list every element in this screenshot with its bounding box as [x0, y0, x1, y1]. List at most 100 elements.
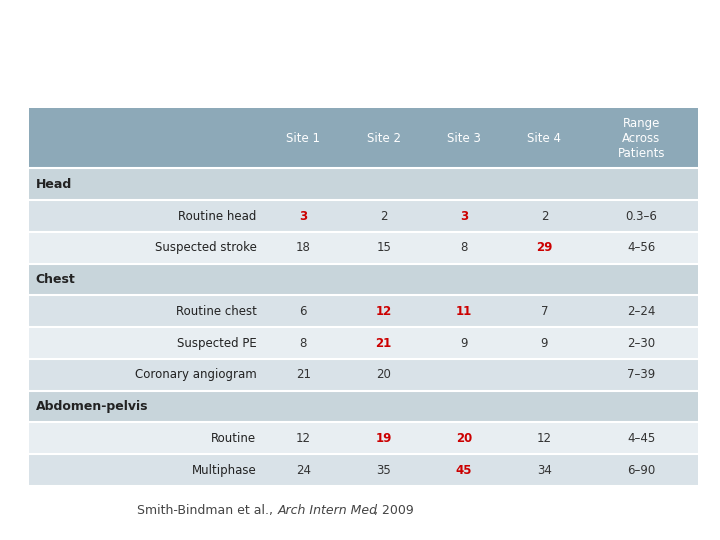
FancyBboxPatch shape	[343, 168, 424, 200]
FancyBboxPatch shape	[504, 264, 585, 295]
FancyBboxPatch shape	[424, 391, 504, 422]
Text: 0.3–6: 0.3–6	[626, 210, 657, 222]
Text: Smith-Bindman et al.,: Smith-Bindman et al.,	[138, 504, 277, 517]
Text: 2: 2	[380, 210, 387, 222]
Text: 19: 19	[376, 432, 392, 445]
Text: Site 3: Site 3	[447, 132, 481, 145]
FancyBboxPatch shape	[424, 454, 504, 486]
FancyBboxPatch shape	[504, 391, 585, 422]
FancyBboxPatch shape	[264, 327, 343, 359]
Text: 11: 11	[456, 305, 472, 318]
FancyBboxPatch shape	[29, 454, 264, 486]
Text: 21: 21	[376, 336, 392, 349]
FancyBboxPatch shape	[264, 108, 343, 168]
FancyBboxPatch shape	[343, 454, 424, 486]
FancyBboxPatch shape	[264, 454, 343, 486]
FancyBboxPatch shape	[424, 264, 504, 295]
Text: Chest: Chest	[35, 273, 76, 286]
Text: 12: 12	[537, 432, 552, 445]
Text: Range
Across
Patients: Range Across Patients	[618, 117, 665, 160]
Text: 24: 24	[296, 464, 311, 477]
FancyBboxPatch shape	[343, 295, 424, 327]
Text: Routine: Routine	[212, 432, 256, 445]
Text: Routine head: Routine head	[178, 210, 256, 222]
FancyBboxPatch shape	[29, 295, 264, 327]
Text: Suspected stroke: Suspected stroke	[155, 241, 256, 254]
Text: Coronary angiogram: Coronary angiogram	[135, 368, 256, 381]
FancyBboxPatch shape	[585, 264, 698, 295]
Text: 4–45: 4–45	[627, 432, 656, 445]
FancyBboxPatch shape	[424, 295, 504, 327]
FancyBboxPatch shape	[585, 327, 698, 359]
FancyBboxPatch shape	[343, 232, 424, 264]
FancyBboxPatch shape	[29, 359, 264, 391]
Text: 7: 7	[541, 305, 548, 318]
Text: 3: 3	[300, 210, 307, 222]
Text: 21: 21	[296, 368, 311, 381]
Text: , 2009: , 2009	[374, 504, 414, 517]
Text: 12: 12	[376, 305, 392, 318]
FancyBboxPatch shape	[424, 168, 504, 200]
FancyBboxPatch shape	[424, 359, 504, 391]
FancyBboxPatch shape	[504, 422, 585, 454]
FancyBboxPatch shape	[264, 232, 343, 264]
FancyBboxPatch shape	[264, 359, 343, 391]
Text: 3: 3	[460, 210, 468, 222]
Text: Site 4: Site 4	[527, 132, 562, 145]
Text: Head: Head	[35, 178, 72, 191]
FancyBboxPatch shape	[504, 168, 585, 200]
Text: Routine chest: Routine chest	[176, 305, 256, 318]
FancyBboxPatch shape	[29, 200, 264, 232]
Text: 9: 9	[541, 336, 548, 349]
FancyBboxPatch shape	[504, 327, 585, 359]
Text: 7–39: 7–39	[627, 368, 656, 381]
Text: Site 1: Site 1	[287, 132, 320, 145]
Text: Suspected PE: Suspected PE	[176, 336, 256, 349]
FancyBboxPatch shape	[504, 200, 585, 232]
Text: 20: 20	[456, 432, 472, 445]
FancyBboxPatch shape	[29, 391, 264, 422]
FancyBboxPatch shape	[585, 232, 698, 264]
FancyBboxPatch shape	[29, 327, 264, 359]
Text: 4–56: 4–56	[627, 241, 656, 254]
Text: 2: 2	[541, 210, 548, 222]
Text: Arch Intern Med: Arch Intern Med	[277, 504, 377, 517]
Text: 6–90: 6–90	[627, 464, 656, 477]
FancyBboxPatch shape	[585, 200, 698, 232]
FancyBboxPatch shape	[29, 422, 264, 454]
FancyBboxPatch shape	[585, 108, 698, 168]
FancyBboxPatch shape	[343, 391, 424, 422]
Text: 12: 12	[296, 432, 311, 445]
Text: Effective Dose for Common CT Types:: Effective Dose for Common CT Types:	[22, 24, 493, 48]
Text: 8: 8	[460, 241, 468, 254]
Text: 34: 34	[537, 464, 552, 477]
FancyBboxPatch shape	[29, 264, 264, 295]
FancyBboxPatch shape	[343, 327, 424, 359]
FancyBboxPatch shape	[424, 232, 504, 264]
FancyBboxPatch shape	[424, 108, 504, 168]
Text: 2–24: 2–24	[627, 305, 656, 318]
FancyBboxPatch shape	[264, 422, 343, 454]
FancyBboxPatch shape	[29, 168, 264, 200]
FancyBboxPatch shape	[585, 359, 698, 391]
FancyBboxPatch shape	[504, 295, 585, 327]
FancyBboxPatch shape	[504, 108, 585, 168]
Text: 2–30: 2–30	[627, 336, 655, 349]
FancyBboxPatch shape	[264, 168, 343, 200]
Text: Variation across Facilities and Patients: Variation across Facilities and Patients	[22, 60, 500, 84]
FancyBboxPatch shape	[264, 264, 343, 295]
FancyBboxPatch shape	[343, 359, 424, 391]
Text: 9: 9	[460, 336, 468, 349]
FancyBboxPatch shape	[504, 454, 585, 486]
Text: 15: 15	[377, 241, 391, 254]
FancyBboxPatch shape	[424, 200, 504, 232]
Text: 45: 45	[456, 464, 472, 477]
Text: Abdomen-pelvis: Abdomen-pelvis	[35, 400, 148, 413]
Text: 35: 35	[377, 464, 391, 477]
Text: Site 2: Site 2	[366, 132, 401, 145]
FancyBboxPatch shape	[29, 108, 264, 168]
FancyBboxPatch shape	[264, 200, 343, 232]
FancyBboxPatch shape	[585, 168, 698, 200]
FancyBboxPatch shape	[585, 391, 698, 422]
Text: 6: 6	[300, 305, 307, 318]
